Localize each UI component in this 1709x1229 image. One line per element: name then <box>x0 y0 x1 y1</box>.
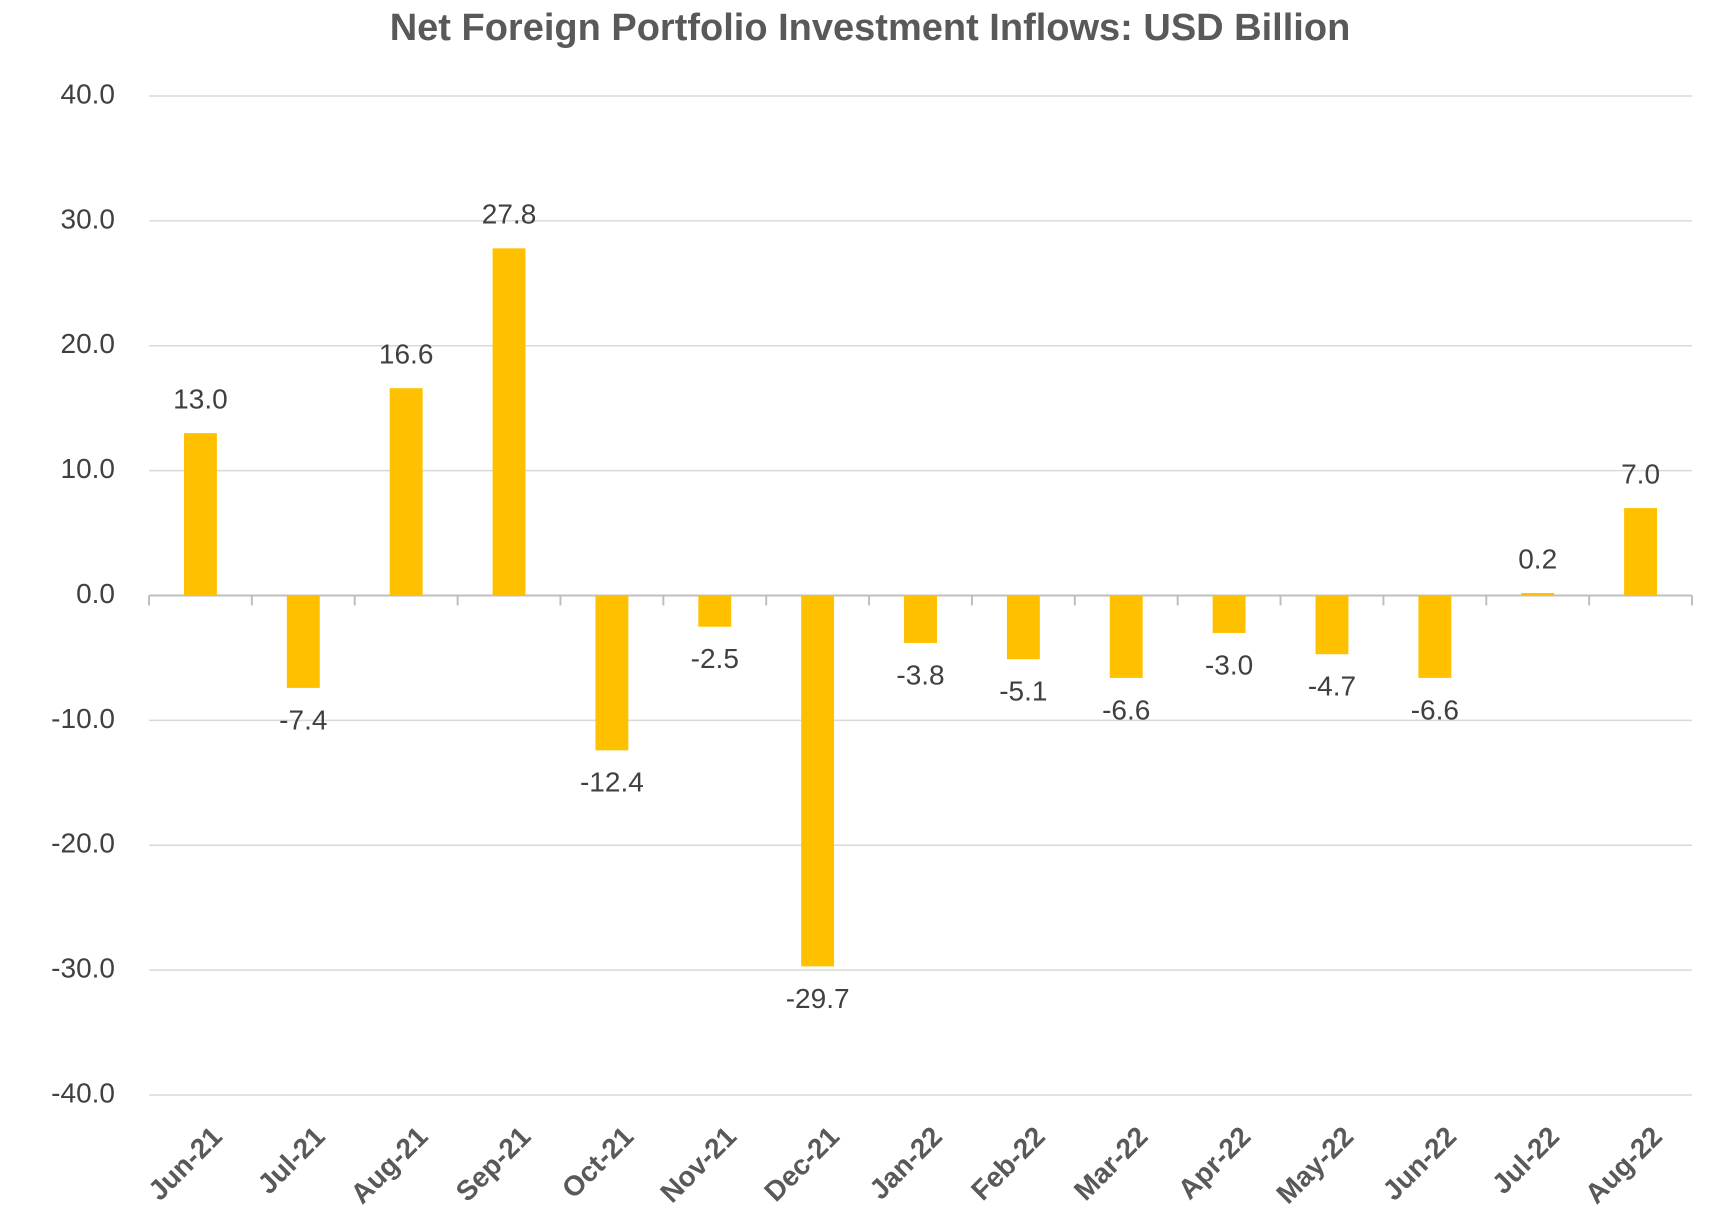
bar <box>389 388 423 596</box>
data-label: 16.6 <box>379 339 434 370</box>
x-tick-label: Jul-22 <box>1486 1121 1565 1200</box>
data-label: -2.5 <box>691 643 739 674</box>
x-tick-label: Jul-21 <box>252 1121 331 1200</box>
bar <box>1315 595 1349 655</box>
x-tick-label: Feb-22 <box>965 1121 1051 1207</box>
x-tick-label: Mar-22 <box>1068 1121 1154 1207</box>
x-tick-label: Dec-21 <box>758 1121 845 1208</box>
data-label: -7.4 <box>279 704 327 735</box>
data-label: -6.6 <box>1102 694 1150 725</box>
y-tick-label: 10.0 <box>61 453 116 484</box>
bar <box>492 248 526 596</box>
bar <box>1109 595 1143 678</box>
data-label: 7.0 <box>1621 458 1660 489</box>
data-label: -3.8 <box>896 659 944 690</box>
y-tick-label: 20.0 <box>61 328 116 359</box>
data-label: -29.7 <box>786 983 850 1014</box>
x-tick-label: Jan-22 <box>863 1121 948 1206</box>
bar <box>904 595 937 643</box>
bar <box>286 595 320 688</box>
x-tick-label: Jun-22 <box>1377 1121 1463 1207</box>
bar <box>1521 593 1555 596</box>
y-tick-label: -20.0 <box>51 828 115 859</box>
bar <box>595 595 629 751</box>
data-label: 0.2 <box>1518 543 1557 574</box>
x-tick-label: Apr-22 <box>1172 1121 1257 1206</box>
bar <box>1212 595 1246 633</box>
y-tick-label: -40.0 <box>51 1077 115 1108</box>
data-label: 27.8 <box>482 199 537 230</box>
y-tick-label: -30.0 <box>51 953 115 984</box>
y-tick-label: 30.0 <box>61 203 116 234</box>
data-label: -6.6 <box>1411 694 1459 725</box>
bar <box>698 595 732 627</box>
bar <box>183 433 217 596</box>
data-label: -12.4 <box>580 767 644 798</box>
x-tick-label: Nov-21 <box>654 1121 742 1209</box>
y-tick-label: -10.0 <box>51 703 115 734</box>
data-label: -5.1 <box>999 676 1047 707</box>
chart-title: Net Foreign Portfolio Investment Inflows… <box>390 7 1351 49</box>
bar <box>1624 508 1658 596</box>
x-tick-label: Aug-21 <box>345 1121 434 1210</box>
x-tick-label: Jun-21 <box>142 1121 228 1207</box>
x-tick-label: Sep-21 <box>450 1121 537 1208</box>
bar <box>1006 595 1040 660</box>
bar <box>1418 595 1452 678</box>
data-label: -4.7 <box>1308 671 1356 702</box>
y-tick-label: 40.0 <box>61 78 116 109</box>
x-tick-label: Aug-22 <box>1579 1121 1668 1210</box>
data-label: 13.0 <box>173 384 228 415</box>
data-label: -3.0 <box>1205 649 1253 680</box>
x-tick-label: May-22 <box>1270 1121 1359 1210</box>
bar <box>801 595 835 967</box>
y-tick-label: 0.0 <box>76 578 115 609</box>
x-tick-label: Oct-21 <box>556 1121 640 1205</box>
